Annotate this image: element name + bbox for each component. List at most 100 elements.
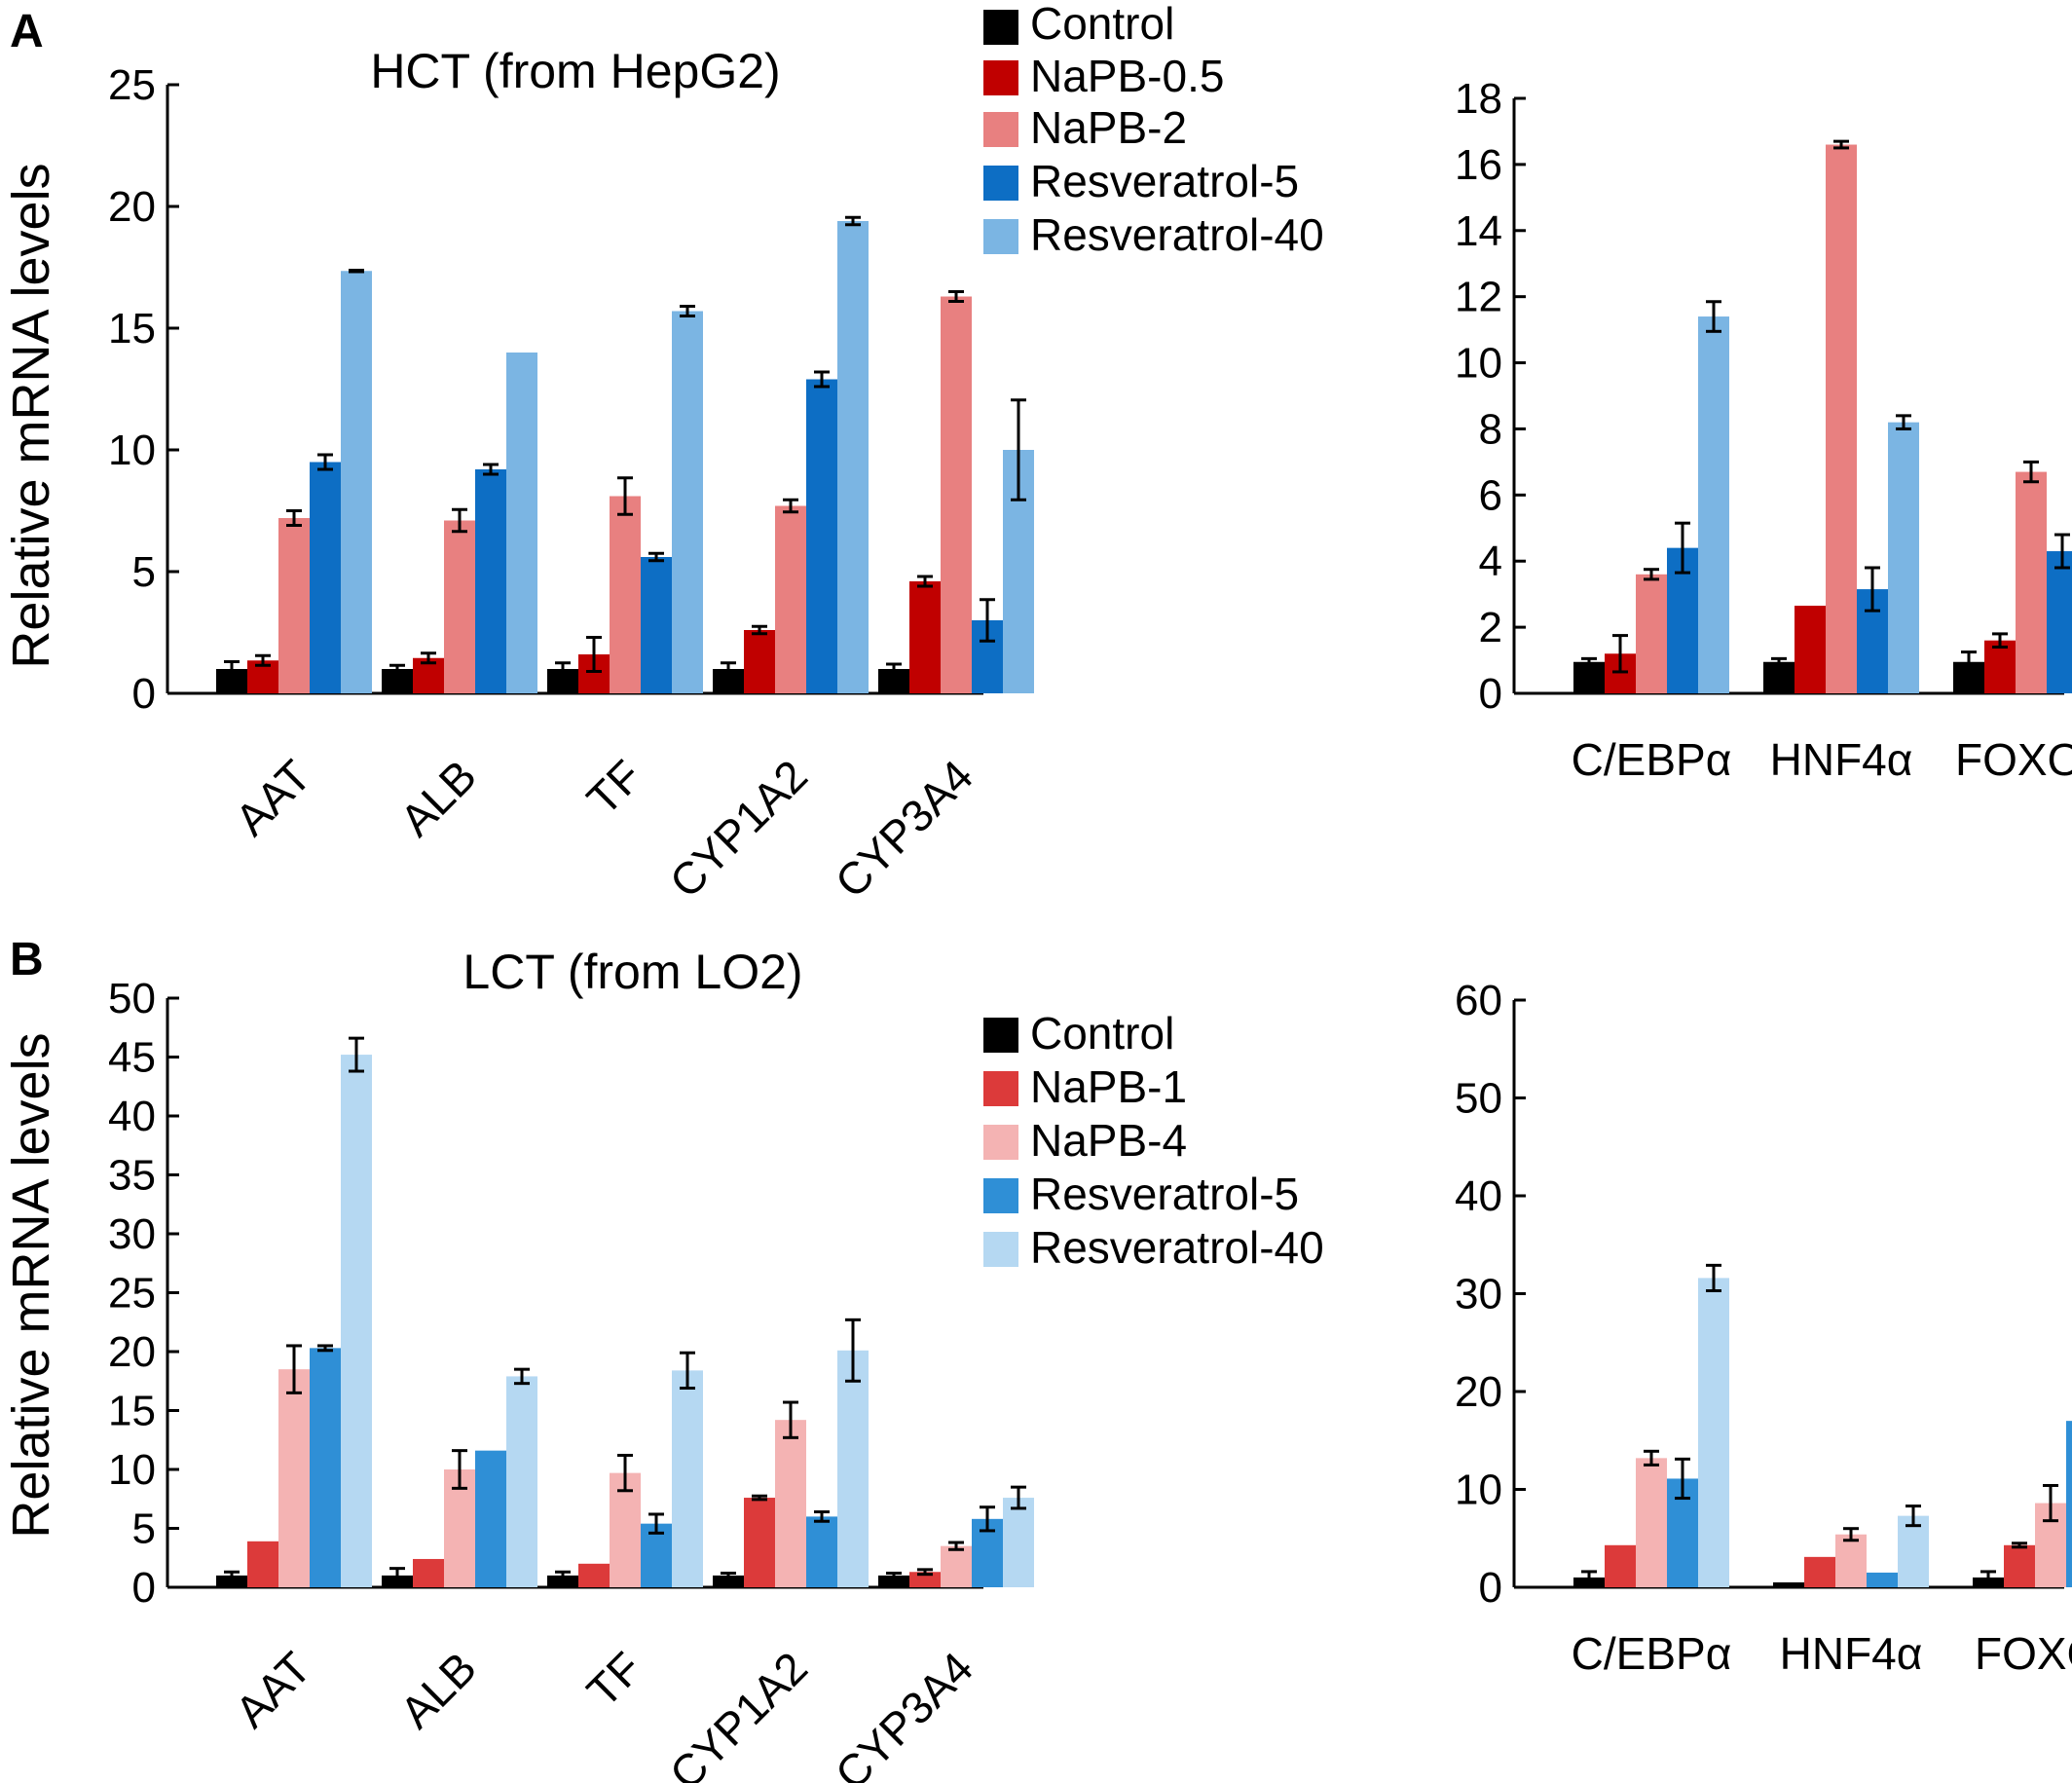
chart2-y-tick-label: 15 [108, 1388, 156, 1435]
chart0-bar-cyp1a2-napb-2 [775, 505, 806, 693]
legend-b-label-resveratrol-40: Resveratrol-40 [1030, 1222, 1324, 1273]
chart2-bar-aat-napb-1 [247, 1541, 278, 1587]
chart1-y-tick-label: 6 [1479, 471, 1502, 519]
chart2-bar-aat-napb-4 [278, 1369, 310, 1587]
chart2-y-tick-label: 30 [108, 1210, 156, 1258]
chart0-y-tick-label: 25 [108, 61, 156, 109]
chart3-y-tick-label: 50 [1455, 1075, 1502, 1123]
legend-a-swatch-resveratrol-40 [983, 219, 1018, 254]
chart1-y-tick-label: 12 [1455, 274, 1502, 321]
chart0-y-tick-label: 10 [108, 427, 156, 474]
chart3-bar-hnf4-resveratrol-40 [1898, 1515, 1929, 1587]
chart1-x-label-c-ebp: C/EBPα [1572, 734, 1732, 785]
chart2-x-label-cyp3a4: CYP3A4 [826, 1642, 983, 1783]
chart1-y-tick-label: 16 [1455, 141, 1502, 189]
chart0-bar-cyp3a4-napb-2 [941, 296, 972, 693]
chart0-y-tick-label: 5 [132, 548, 156, 596]
chart2-y-tick-label: 20 [108, 1328, 156, 1376]
chart3-bar-foxoa-napb-1 [2004, 1544, 2035, 1587]
chart1-bar-hnf4-resveratrol-40 [1888, 422, 1919, 693]
chart2-bar-alb-resveratrol-40 [506, 1376, 537, 1587]
chart3-bar-hnf4-napb-4 [1835, 1534, 1867, 1587]
chart1-y-tick-label: 0 [1479, 670, 1502, 718]
chart2-bar-cyp1a2-napb-4 [775, 1420, 806, 1587]
chart3-bar-c-ebp-napb-1 [1605, 1544, 1636, 1587]
chart0-bar-alb-resveratrol-40 [506, 353, 537, 693]
chart3-y-tick-label: 30 [1455, 1271, 1502, 1319]
chart2-bar-alb-resveratrol-5 [475, 1450, 506, 1587]
chart1-y-tick-label: 10 [1455, 340, 1502, 388]
chart1-bar-foxoa-resveratrol-5 [2047, 551, 2072, 693]
chart3-bar-hnf4-napb-1 [1804, 1556, 1835, 1587]
chart3-y-tick-label: 10 [1455, 1467, 1502, 1514]
chart1-bar-hnf4-napb-2 [1826, 144, 1857, 693]
panel-a-letter: A [10, 6, 44, 57]
chart0-y-tick-label: 15 [108, 305, 156, 353]
chart2-y-tick-label: 0 [132, 1564, 156, 1612]
chart1-bar-foxoa-napb-2 [2016, 471, 2047, 693]
chart0-y-tick-label: 20 [108, 183, 156, 231]
chart2-bar-cyp3a4-napb-4 [941, 1545, 972, 1587]
chart3-y-tick-label: 0 [1479, 1564, 1502, 1612]
chart2-bar-cyp1a2-napb-1 [744, 1498, 775, 1587]
legend-b-swatch-napb-1 [983, 1071, 1018, 1106]
legend-b-swatch-resveratrol-40 [983, 1232, 1018, 1267]
chart3-x-label-c-ebp: C/EBPα [1572, 1628, 1732, 1679]
panel-a-title: HCT (from HepG2) [370, 44, 780, 98]
chart2-bar-tf-resveratrol-40 [672, 1370, 703, 1587]
chart3-bar-hnf4-control [1773, 1581, 1804, 1587]
legend-b-label-control: Control [1030, 1008, 1174, 1059]
chart2-bar-alb-napb-1 [413, 1558, 444, 1587]
chart1-bar-c-ebp-napb-2 [1636, 574, 1667, 693]
chart0-bar-tf-resveratrol-40 [672, 311, 703, 693]
legend-a-swatch-control [983, 10, 1018, 45]
chart2-x-label-aat: AAT [225, 1642, 320, 1737]
legend-a-swatch-resveratrol-5 [983, 166, 1018, 201]
chart0-bar-aat-napb-2 [278, 518, 310, 693]
chart2-bar-tf-napb-1 [578, 1563, 610, 1587]
legend-a-label-resveratrol-5: Resveratrol-5 [1030, 156, 1299, 206]
chart1-y-tick-label: 8 [1479, 405, 1502, 453]
chart1-x-label-hnf4: HNF4α [1770, 734, 1913, 785]
chart2-bar-aat-resveratrol-40 [341, 1055, 372, 1587]
chart2-bar-cyp3a4-napb-1 [909, 1572, 941, 1587]
chart2-y-tick-label: 45 [108, 1034, 156, 1082]
chart0-y-tick-label: 0 [132, 670, 156, 718]
chart2-y-tick-label: 40 [108, 1093, 156, 1140]
chart1-bar-foxoa-napb-0-5 [1984, 640, 2016, 693]
legend-a-label-control: Control [1030, 0, 1174, 49]
chart0-x-label-tf: TF [577, 750, 652, 825]
panel-b-ylabel: Relative mRNA levels [2, 1032, 60, 1538]
chart0-bar-alb-napb-2 [444, 520, 475, 693]
chart3-bar-c-ebp-resveratrol-40 [1698, 1278, 1729, 1587]
chart1-bar-hnf4-control [1763, 661, 1794, 693]
chart3-bar-c-ebp-napb-4 [1636, 1458, 1667, 1587]
chart2-y-tick-label: 5 [132, 1505, 156, 1553]
chart2-y-tick-label: 10 [108, 1446, 156, 1494]
chart3-x-label-foxoa: FOXOa [1975, 1628, 2072, 1679]
legend-b-swatch-control [983, 1018, 1018, 1053]
chart2-x-label-tf: TF [577, 1642, 652, 1717]
chart0-bar-cyp1a2-resveratrol-40 [837, 221, 869, 693]
chart0-bar-aat-resveratrol-40 [341, 271, 372, 693]
chart-panel-a-right: 0 2 4 6 8 10 12 14 16 18 C/EBPα HNF4α FOXOa [1455, 75, 2072, 785]
legend-b-label-resveratrol-5: Resveratrol-5 [1030, 1169, 1299, 1219]
chart0-bar-tf-napb-2 [610, 496, 641, 693]
chart3-bar-foxoa-resveratrol-5 [2066, 1421, 2072, 1587]
legend-b-swatch-napb-4 [983, 1125, 1018, 1160]
chart1-y-tick-label: 14 [1455, 207, 1502, 255]
chart-panel-a-left: 0 5 10 15 20 25 AAT ALB TF CYP1A2 CYP3A4 [108, 61, 1034, 908]
legend-a-label-napb-2: NaPB-2 [1030, 102, 1187, 153]
chart2-y-tick-label: 50 [108, 975, 156, 1022]
chart2-y-tick-label: 25 [108, 1270, 156, 1318]
chart1-y-tick-label: 2 [1479, 604, 1502, 651]
legend-a-label-napb-0-5: NaPB-0.5 [1030, 51, 1224, 101]
chart2-bar-cyp3a4-resveratrol-40 [1003, 1498, 1034, 1587]
legend-a: Control NaPB-0.5 NaPB-2 Resveratrol-5 Re… [983, 0, 1324, 260]
chart2-bar-cyp1a2-resveratrol-5 [806, 1516, 837, 1587]
chart3-y-tick-label: 20 [1455, 1368, 1502, 1416]
chart2-x-label-alb: ALB [390, 1642, 486, 1737]
panel-b-title: LCT (from LO2) [462, 945, 802, 999]
legend-a-swatch-napb-2 [983, 112, 1018, 147]
